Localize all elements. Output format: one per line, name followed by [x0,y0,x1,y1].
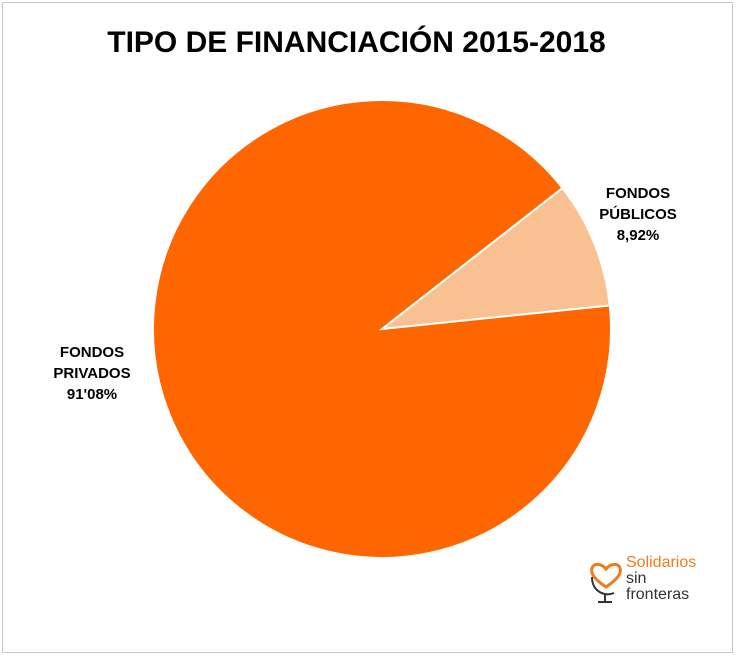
logo-line3: fronteras [626,586,690,603]
slice-label-publicos-line2: PÚBLICOS [599,206,677,223]
pie-slice-privados [152,99,612,559]
slice-label-privados-line1: FONDOS [59,344,125,361]
slice-value-publicos: 8,92% [616,227,660,244]
slice-label-publicos: FONDOS PÚBLICOS 8,92% [588,183,688,246]
slice-label-privados: FONDOS PRIVADOS 91'08% [42,342,142,405]
slice-label-privados-line2: PRIVADOS [53,365,131,382]
heart-globe-icon [590,562,622,603]
pie-slice-publicos [378,186,611,331]
logo: Solidarios sin fronteras [586,555,716,607]
chart-title: TIPO DE FINANCIACIÓN 2015-2018 [107,26,606,59]
logo-text: Solidarios sin fronteras [626,555,696,603]
slice-label-publicos-line1: FONDOS [605,185,671,202]
slice-value-privados: 91'08% [66,386,118,403]
logo-line2: sin [626,570,647,587]
logo-line1: Solidarios [626,554,697,571]
